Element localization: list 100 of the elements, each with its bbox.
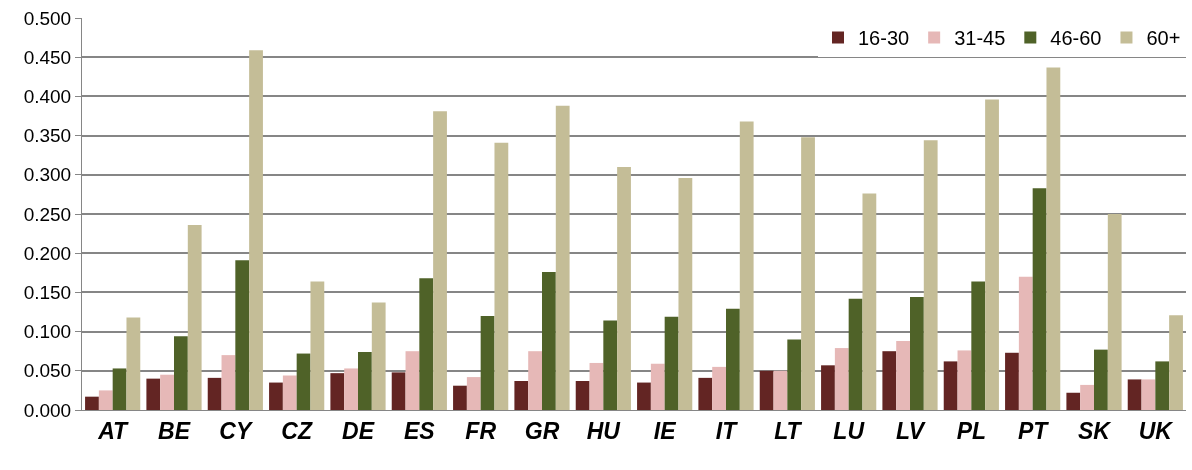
x-tick-label: GR xyxy=(524,417,560,444)
bar xyxy=(282,375,297,410)
x-tick-label: PT xyxy=(1017,417,1050,444)
x-tick-label: AT xyxy=(97,417,130,444)
bar xyxy=(1046,67,1061,410)
bar xyxy=(269,382,283,410)
x-tick-label: PL xyxy=(956,417,987,444)
y-tick-label: 0.000 xyxy=(23,399,72,421)
x-tick-label: UK xyxy=(1138,417,1174,444)
bar xyxy=(235,260,250,410)
x-tick-label: IE xyxy=(653,417,677,444)
bar xyxy=(1005,352,1019,410)
bar xyxy=(85,396,99,410)
bar xyxy=(453,385,467,410)
bar xyxy=(712,366,726,410)
bar xyxy=(862,193,877,410)
bar xyxy=(187,224,202,410)
bar xyxy=(1018,276,1033,410)
bar xyxy=(358,351,372,410)
bar xyxy=(1169,315,1183,410)
bar xyxy=(603,320,618,410)
bar xyxy=(678,177,693,410)
bar xyxy=(617,166,631,410)
y-tick-label: 0.400 xyxy=(23,86,72,108)
legend-label: 31-45 xyxy=(954,27,1006,50)
bar xyxy=(896,341,910,410)
bar xyxy=(985,99,999,410)
legend-label: 16-30 xyxy=(858,27,910,50)
bar xyxy=(405,351,420,410)
bar xyxy=(344,368,358,410)
bar xyxy=(739,121,754,410)
bar xyxy=(943,361,958,410)
x-tick-label: CY xyxy=(219,417,254,444)
y-tick-label: 0.350 xyxy=(23,125,72,147)
bar xyxy=(1141,379,1156,410)
bar xyxy=(555,105,570,410)
y-tick-label: 0.250 xyxy=(23,203,72,225)
y-tick-label: 0.500 xyxy=(23,7,72,29)
bar xyxy=(514,380,529,410)
bar xyxy=(330,373,345,410)
bar xyxy=(589,362,604,410)
x-tick-label: ES xyxy=(403,417,436,444)
x-tick-label: HU xyxy=(586,417,622,444)
bar xyxy=(801,137,815,410)
bar xyxy=(923,140,938,410)
bar xyxy=(221,355,236,410)
bar xyxy=(174,336,188,410)
bar xyxy=(528,351,542,410)
bar xyxy=(98,390,113,410)
bar xyxy=(637,382,651,410)
bar xyxy=(391,372,406,410)
bar xyxy=(249,50,263,410)
legend-label: 60+ xyxy=(1146,27,1181,50)
bar xyxy=(1094,349,1108,410)
y-tick-label: 0.300 xyxy=(23,164,72,186)
bar xyxy=(466,377,481,410)
bar xyxy=(126,317,141,410)
bar xyxy=(1080,384,1094,410)
y-tick-label: 0.450 xyxy=(23,46,72,68)
x-tick-label: FR xyxy=(465,417,497,444)
bar xyxy=(971,281,986,410)
x-tick-label: CZ xyxy=(281,417,313,444)
bar xyxy=(1127,379,1142,410)
bar xyxy=(773,370,788,410)
bar xyxy=(433,111,447,410)
bar xyxy=(296,353,311,410)
bar xyxy=(726,308,740,410)
x-tick-label: BE xyxy=(158,417,191,444)
y-tick-label: 0.200 xyxy=(23,242,72,264)
bar xyxy=(575,380,590,410)
bar xyxy=(542,272,556,410)
bar xyxy=(882,351,897,410)
x-tick-label: LU xyxy=(833,417,866,444)
bar xyxy=(310,281,325,410)
bar xyxy=(146,378,161,410)
bar xyxy=(910,297,924,410)
x-tick-label: DE xyxy=(342,417,375,444)
bar xyxy=(848,298,863,410)
bar xyxy=(160,374,174,410)
bar xyxy=(664,316,679,410)
x-tick-label: LT xyxy=(774,417,803,444)
bar xyxy=(759,370,774,410)
legend-label: 46-60 xyxy=(1050,27,1102,50)
bar xyxy=(1066,392,1081,410)
bar xyxy=(650,363,665,410)
x-tick-label: LV xyxy=(895,417,926,444)
bar xyxy=(834,348,849,410)
bar xyxy=(1032,188,1047,410)
bar xyxy=(419,278,434,410)
y-tick-label: 0.100 xyxy=(23,321,72,343)
bar xyxy=(787,339,802,410)
bar xyxy=(698,377,713,410)
bar xyxy=(207,377,222,410)
y-tick-label: 0.050 xyxy=(23,360,72,382)
bar xyxy=(112,368,127,410)
bar xyxy=(821,365,835,410)
y-tick-label: 0.150 xyxy=(23,282,72,304)
bar xyxy=(371,302,386,410)
x-tick-label: SK xyxy=(1078,417,1112,444)
bar xyxy=(494,142,509,410)
